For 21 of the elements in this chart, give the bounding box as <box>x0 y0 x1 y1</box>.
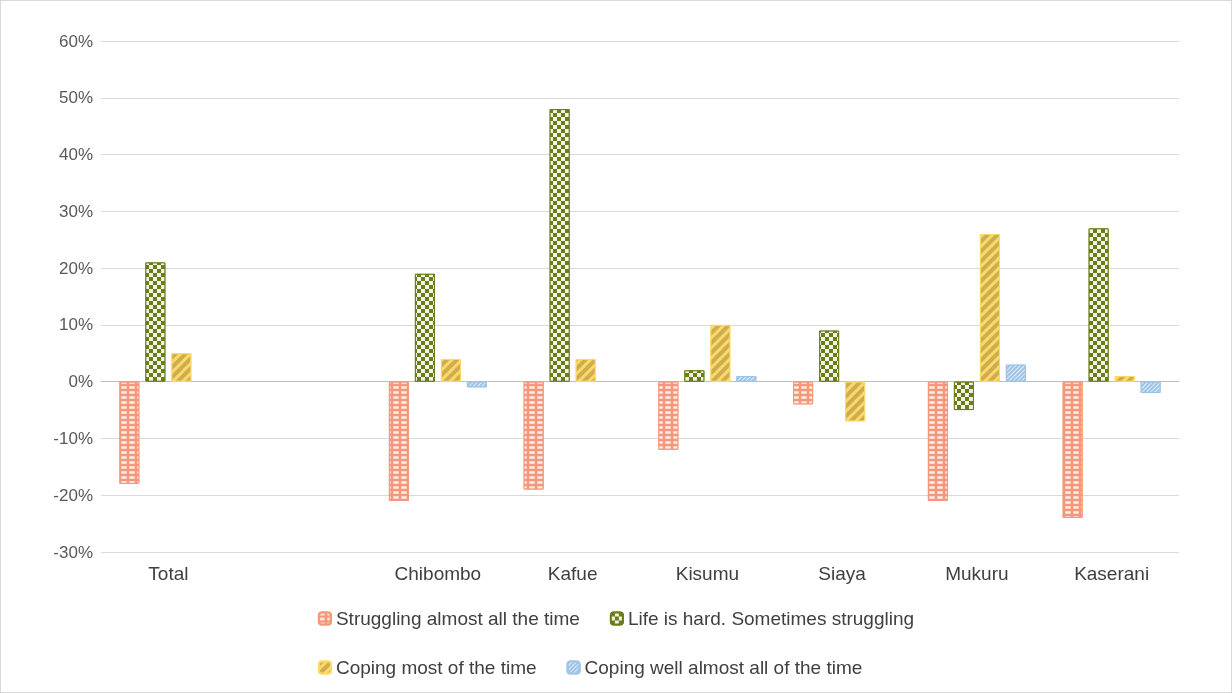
legend-label: Life is hard. Sometimes struggling <box>627 608 915 629</box>
y-tick-label: 30% <box>58 201 93 221</box>
x-tick-label: Kafue <box>547 563 598 584</box>
y-tick-label: 50% <box>58 88 93 108</box>
legend-label: Coping most of the time <box>335 657 537 678</box>
x-tick-label: Total <box>148 563 189 584</box>
x-tick-label: Chibombo <box>394 563 482 584</box>
y-tick-label: 10% <box>58 315 93 335</box>
y-tick-label: 60% <box>58 31 93 51</box>
y-tick-label: 40% <box>58 145 93 165</box>
legend-label: Coping well almost all of the time <box>584 657 863 678</box>
x-tick-label: Mukuru <box>945 563 1009 584</box>
legend-label: Struggling almost all the time <box>335 608 580 629</box>
y-tick-label: -20% <box>53 485 93 505</box>
y-tick-label: -10% <box>53 428 93 448</box>
y-tick-label: -30% <box>53 542 93 562</box>
y-tick-label: 20% <box>58 258 93 278</box>
x-tick-label: Kisumu <box>675 563 740 584</box>
x-tick-label: Kaserani <box>1074 563 1150 584</box>
x-tick-label: Siaya <box>818 563 867 584</box>
y-tick-label: 0% <box>68 372 93 392</box>
